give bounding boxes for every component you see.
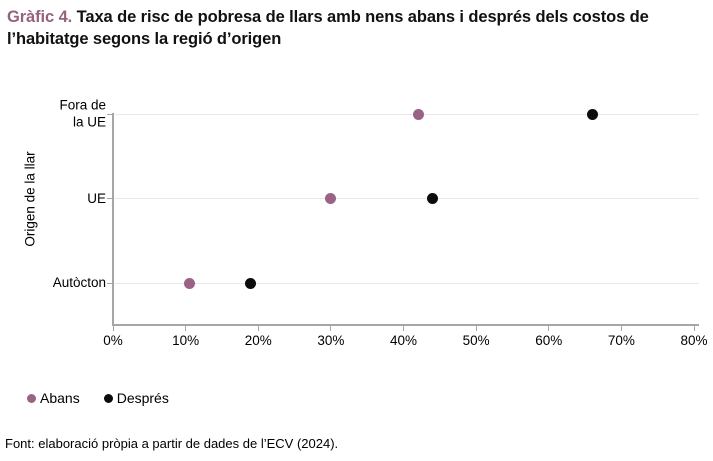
category-label: UE <box>87 190 106 206</box>
x-tick-label: 70% <box>607 333 635 348</box>
y-axis-tick <box>107 198 112 199</box>
source-note: Font: elaboració pròpia a partir de dade… <box>5 436 339 451</box>
x-axis-tick <box>185 326 187 331</box>
figure-title-text: Taxa de risc de pobresa de llars amb nen… <box>7 8 649 48</box>
x-axis-tick <box>693 326 695 331</box>
legend-item-després: Després <box>103 390 169 406</box>
legend-marker-icon <box>103 393 113 403</box>
y-axis-tick <box>107 282 112 284</box>
x-tick-label: 60% <box>535 333 563 348</box>
y-axis-line <box>112 113 114 326</box>
legend-label: Abans <box>40 390 80 406</box>
x-axis-tick <box>403 326 404 331</box>
gridline <box>112 282 699 284</box>
x-axis-tick <box>257 326 259 331</box>
x-tick-label: 10% <box>172 333 200 348</box>
y-axis-tick <box>107 113 112 115</box>
point-abans-1 <box>325 193 337 204</box>
x-axis-tick <box>330 326 332 331</box>
chart-legend: Abans Després <box>27 390 169 406</box>
point-abans-2 <box>183 277 195 289</box>
point-després-2 <box>245 277 257 289</box>
x-tick-label: 0% <box>103 333 123 348</box>
point-després-0 <box>586 108 598 120</box>
legend-item-abans: Abans <box>27 390 80 406</box>
legend-marker-icon <box>27 393 36 403</box>
x-tick-label: 20% <box>244 333 272 348</box>
gridline <box>112 198 699 199</box>
category-label: Fora de la UE <box>59 97 106 130</box>
x-axis-tick <box>112 326 114 331</box>
y-axis-title: Origen de la llar <box>22 151 38 247</box>
x-tick-label: 50% <box>462 333 490 348</box>
figure-number: Gràfic 4. <box>7 8 73 26</box>
point-abans-0 <box>412 108 424 120</box>
legend-label: Després <box>116 390 169 406</box>
point-després-1 <box>427 193 439 204</box>
gridline <box>112 113 699 115</box>
figure-title: Gràfic 4. Taxa de risc de pobresa de lla… <box>7 6 705 50</box>
x-tick-label: 30% <box>317 333 345 348</box>
x-tick-label: 40% <box>389 333 418 348</box>
x-tick-label: 80% <box>680 333 708 348</box>
category-label: Autòcton <box>52 274 106 290</box>
x-axis-tick <box>475 326 477 331</box>
x-axis-tick <box>548 326 550 331</box>
x-axis-line <box>112 324 699 326</box>
x-axis-tick <box>620 326 622 331</box>
